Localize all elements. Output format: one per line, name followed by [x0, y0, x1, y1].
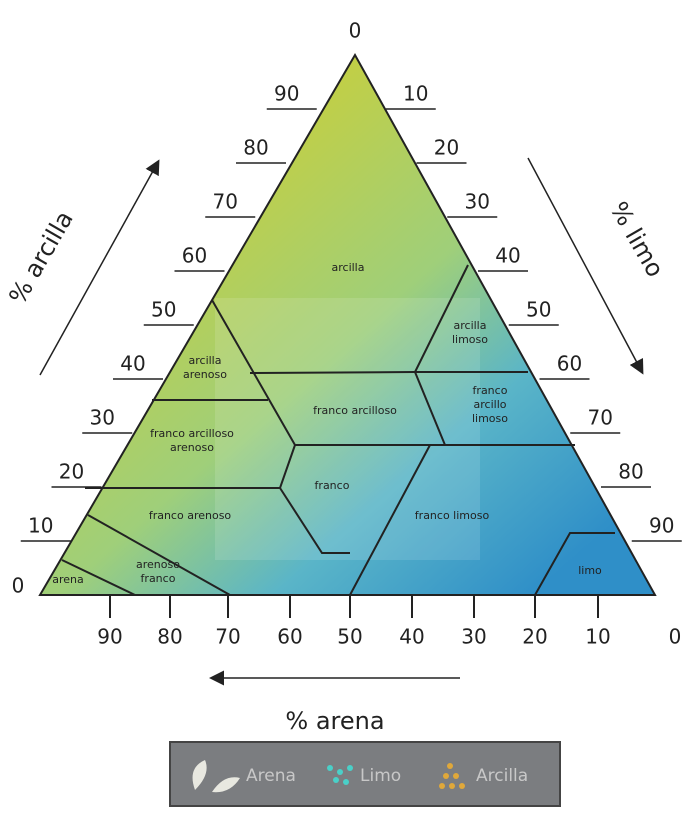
- region-label: franco limoso: [415, 509, 490, 522]
- left-tick-label: 70: [213, 190, 238, 214]
- legend-label: Arena: [246, 766, 296, 786]
- region-label: arcilla: [454, 319, 487, 332]
- region-label: limo: [578, 564, 602, 577]
- region-label: franco: [141, 572, 176, 585]
- left-tick-label: 0: [12, 574, 25, 598]
- left-tick-label: 20: [59, 460, 84, 484]
- texture-overlay: [215, 298, 480, 560]
- region-label: arcilla: [332, 261, 365, 274]
- limo-arrow: [527, 157, 644, 375]
- left-tick-label: 80: [243, 136, 268, 160]
- bottom-tick-label: 50: [337, 625, 362, 649]
- triangle: [38, 52, 657, 596]
- region-label: limoso: [472, 412, 508, 425]
- arcilla-arrow: [39, 159, 160, 376]
- bottom-tick-label: 90: [97, 625, 122, 649]
- right-tick-label: 0: [349, 19, 362, 43]
- bottom-tick-label: 70: [215, 625, 240, 649]
- bottom-tick-label: 80: [157, 625, 182, 649]
- right-tick-label: 80: [618, 460, 643, 484]
- left-tick-label: 40: [120, 352, 145, 376]
- left-tick-label: 10: [28, 514, 53, 538]
- left-tick-label: 30: [90, 406, 115, 430]
- region-label: franco arcilloso: [313, 404, 397, 417]
- arcilla-icon: [439, 763, 465, 789]
- right-tick-label: 90: [649, 514, 674, 538]
- left-tick-label: 60: [182, 244, 207, 268]
- left-tick-label: 90: [274, 82, 299, 106]
- region-label: arenoso: [136, 558, 180, 571]
- region-label: franco: [473, 384, 508, 397]
- bottom-tick-label: 40: [399, 625, 424, 649]
- right-tick-label: 40: [495, 244, 520, 268]
- limo-icon: [327, 765, 353, 785]
- bottom-tick-label: 60: [277, 625, 302, 649]
- bottom-tick-label: 10: [585, 625, 610, 649]
- right-tick-label: 70: [588, 406, 613, 430]
- bottom-tick-label: 30: [461, 625, 486, 649]
- region-label: arena: [52, 573, 84, 586]
- right-axis-label: % limo: [604, 197, 669, 282]
- region-label: franco arcilloso: [150, 427, 234, 440]
- region-label: franco arenoso: [149, 509, 232, 522]
- region-label: arcilla: [189, 354, 222, 367]
- region-label: arenoso: [183, 368, 227, 381]
- region-label: franco: [315, 479, 350, 492]
- arena-icon: [192, 760, 240, 793]
- legend-label: Limo: [360, 766, 401, 786]
- right-tick-label: 10: [403, 82, 428, 106]
- bottom-tick-label: 20: [522, 625, 547, 649]
- legend-box: [169, 741, 561, 807]
- region-label: arenoso: [170, 441, 214, 454]
- bottom-axis-label: % arena: [285, 707, 384, 735]
- right-tick-label: 20: [434, 136, 459, 160]
- bottom-tick-label: 0: [669, 625, 682, 649]
- left-tick-label: 50: [151, 298, 176, 322]
- region-label: limoso: [452, 333, 488, 346]
- legend-label: Arcilla: [476, 766, 528, 786]
- right-tick-label: 60: [557, 352, 582, 376]
- left-axis-label: % arcilla: [3, 206, 78, 309]
- right-tick-label: 30: [465, 190, 490, 214]
- region-borders: [61, 264, 615, 596]
- region-label: arcillo: [474, 398, 507, 411]
- right-tick-label: 50: [526, 298, 551, 322]
